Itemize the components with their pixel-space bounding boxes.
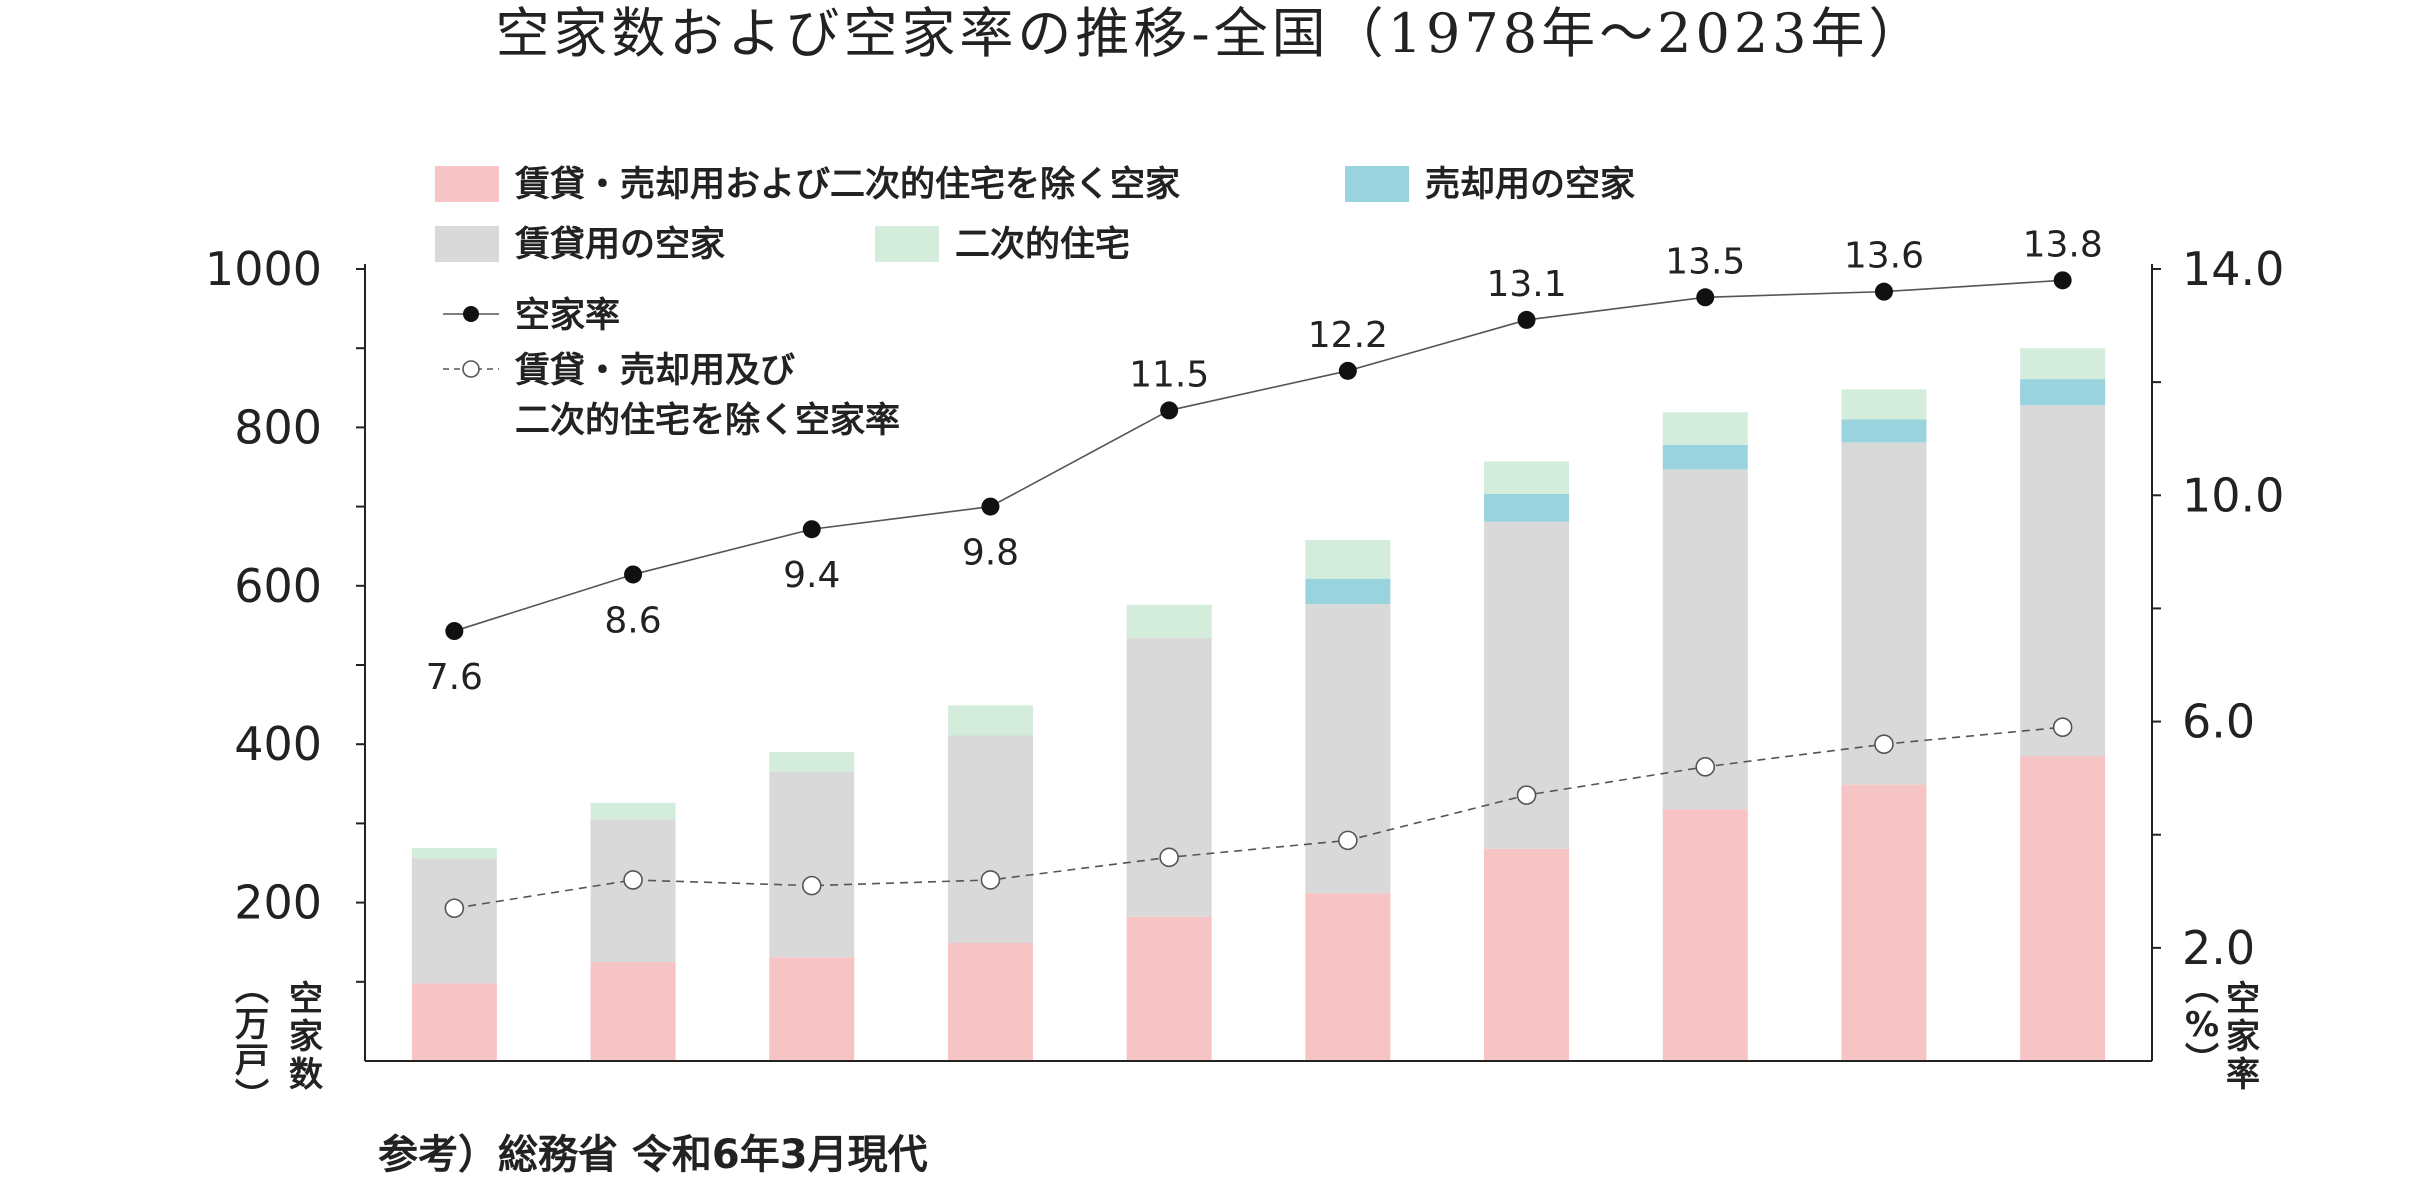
- left-tick-label: 800: [234, 400, 322, 454]
- left-tick-label: 600: [234, 559, 322, 613]
- vacancy-rate-point: [1517, 310, 1536, 329]
- other-vacancy-rate-point: [1159, 847, 1179, 868]
- bar-series: [411, 348, 2106, 1061]
- right-tick-label: 2.0: [2182, 921, 2255, 975]
- bar-segment-4: [1841, 389, 1927, 420]
- bar-segment-3: [1305, 578, 1391, 605]
- bar-segment-1: [769, 957, 855, 1061]
- legend-secondary-swatch: [875, 226, 939, 262]
- vacancy-rate-label: 12.2: [1308, 315, 1388, 356]
- bar-segment-4: [411, 847, 497, 859]
- bar-segment-4: [1305, 539, 1391, 579]
- other-vacancy-rate-point: [1874, 734, 1894, 755]
- footnote: 参考）総務省 令和6年3月現代: [378, 1132, 928, 1178]
- bar-segment-2: [1841, 442, 1927, 785]
- other-vacancy-rate-point: [1695, 757, 1716, 777]
- bar-segment-4: [1662, 412, 1748, 445]
- vacancy-rate-point: [1338, 361, 1357, 380]
- vacancy-rate-label: 7.6: [426, 657, 483, 698]
- bar-segment-1: [2020, 756, 2106, 1061]
- right-tick-label: 14.0: [2182, 242, 2284, 296]
- bar-segment-2: [769, 771, 855, 958]
- vacancy-rate-label: 13.5: [1665, 241, 1745, 282]
- other-vacancy-rate-point: [2052, 717, 2073, 738]
- bar-segment-1: [1484, 848, 1570, 1061]
- left-tick-label: 1000: [205, 242, 322, 296]
- bar-segment-1: [1305, 893, 1391, 1061]
- legend-other-rate-marker: [462, 360, 480, 378]
- vacancy-rate-label: 13.1: [1486, 264, 1566, 305]
- vacancy-rate-point: [2053, 271, 2072, 290]
- legend-secondary-label: 二次的住宅: [955, 224, 1130, 265]
- chart-title: 空家数および空家率の推移-全国（1978年〜2023年）: [495, 2, 1926, 65]
- vacancy-rate-label: 11.5: [1129, 354, 1209, 395]
- bar-segment-1: [1841, 784, 1927, 1061]
- legend-for-rent-swatch: [435, 226, 499, 262]
- bar-segment-1: [1662, 809, 1748, 1061]
- bar-segment-4: [1126, 604, 1212, 639]
- right-axis-unit: ︵% ︶: [2185, 969, 2219, 1081]
- right-tick-label: 6.0: [2182, 695, 2255, 749]
- bar-segment-3: [1662, 444, 1748, 470]
- legend-rate-marker: [463, 306, 479, 322]
- rate-lines: 7.6 8.6 9.4 9.8 11.5 12.2 13.1 13.5 13.6 13.8: [426, 224, 2103, 919]
- vacancy-rate-point: [445, 622, 464, 641]
- bar-segment-4: [769, 752, 855, 772]
- bar-segment-1: [411, 983, 497, 1061]
- legend-for-rent-label: 賃貸用の空家: [514, 225, 725, 265]
- other-vacancy-rate-point: [444, 898, 465, 919]
- legend-for-sale-label: 売却用の空家: [1425, 165, 1635, 205]
- bar-segment-4: [1484, 461, 1570, 494]
- vacancy-rate-label: 13.6: [1844, 236, 1924, 277]
- bar-segment-1: [1126, 916, 1212, 1061]
- vacancy-rate-point: [624, 565, 643, 584]
- bar-segment-2: [947, 735, 1033, 943]
- bar-segment-2: [1126, 638, 1212, 917]
- left-tick-label: 400: [234, 717, 322, 771]
- vacancy-rate-point: [981, 497, 1000, 516]
- bar-segment-1: [590, 962, 676, 1061]
- bar-segment-2: [2020, 405, 2106, 757]
- other-vacancy-rate-point: [1516, 785, 1537, 805]
- other-vacancy-rate-point: [1338, 830, 1358, 851]
- vacancy-rate-point: [1874, 282, 1893, 301]
- vacancy-rate-label: 8.6: [604, 600, 661, 641]
- left-axis-unit: ︵万戸︶: [235, 969, 269, 1117]
- vacancy-rate-label: 9.8: [962, 533, 1019, 574]
- left-tick-label: 200: [234, 876, 322, 930]
- bar-segment-2: [411, 858, 497, 984]
- left-axis-title: 空家数: [289, 979, 323, 1095]
- other-vacancy-rate-point: [623, 870, 643, 890]
- other-vacancy-rate-point: [980, 870, 1001, 890]
- vacancy-rate-label: 9.4: [783, 555, 840, 596]
- bar-segment-3: [2020, 379, 2106, 406]
- chart-axes: 200 400 600 800 1000 2.0 6.0 10.0 14.0 空家数 ︵万戸︶ 空家率…: [205, 242, 2285, 1117]
- other-vacancy-rate-point: [801, 875, 822, 896]
- right-tick-label: 10.0: [2182, 468, 2284, 522]
- vacancy-rate-label: 13.8: [2023, 224, 2103, 265]
- vacancy-rate-point: [802, 520, 821, 539]
- legend-other-rate-label-1: 賃貸・売却用及び: [514, 351, 795, 391]
- bar-segment-4: [590, 802, 676, 820]
- bar-segment-4: [2020, 348, 2106, 380]
- bar-segment-3: [1841, 419, 1927, 443]
- right-axis-title: 空家率: [2226, 979, 2260, 1095]
- bar-segment-4: [947, 705, 1033, 736]
- bar-segment-2: [1662, 469, 1748, 810]
- legend-other-rate-label-2: 二次的住宅を除く空家率: [515, 400, 900, 441]
- vacancy-rate-line: [454, 279, 2063, 632]
- vacancy-rate-point: [1160, 401, 1179, 420]
- other-vacancy-rate-line: [454, 726, 2063, 910]
- legend-rate-label: 空家率: [515, 296, 620, 336]
- vacancy-rate-point: [1696, 288, 1715, 307]
- bar-segment-1: [947, 942, 1033, 1061]
- legend-other-vacant-label: 賃貸・売却用および二次的住宅を除く空家: [514, 164, 1180, 205]
- legend-other-vacant-swatch: [435, 166, 499, 202]
- legend-for-sale-swatch: [1345, 166, 1409, 202]
- bar-segment-3: [1484, 493, 1570, 522]
- bar-segment-2: [590, 819, 676, 962]
